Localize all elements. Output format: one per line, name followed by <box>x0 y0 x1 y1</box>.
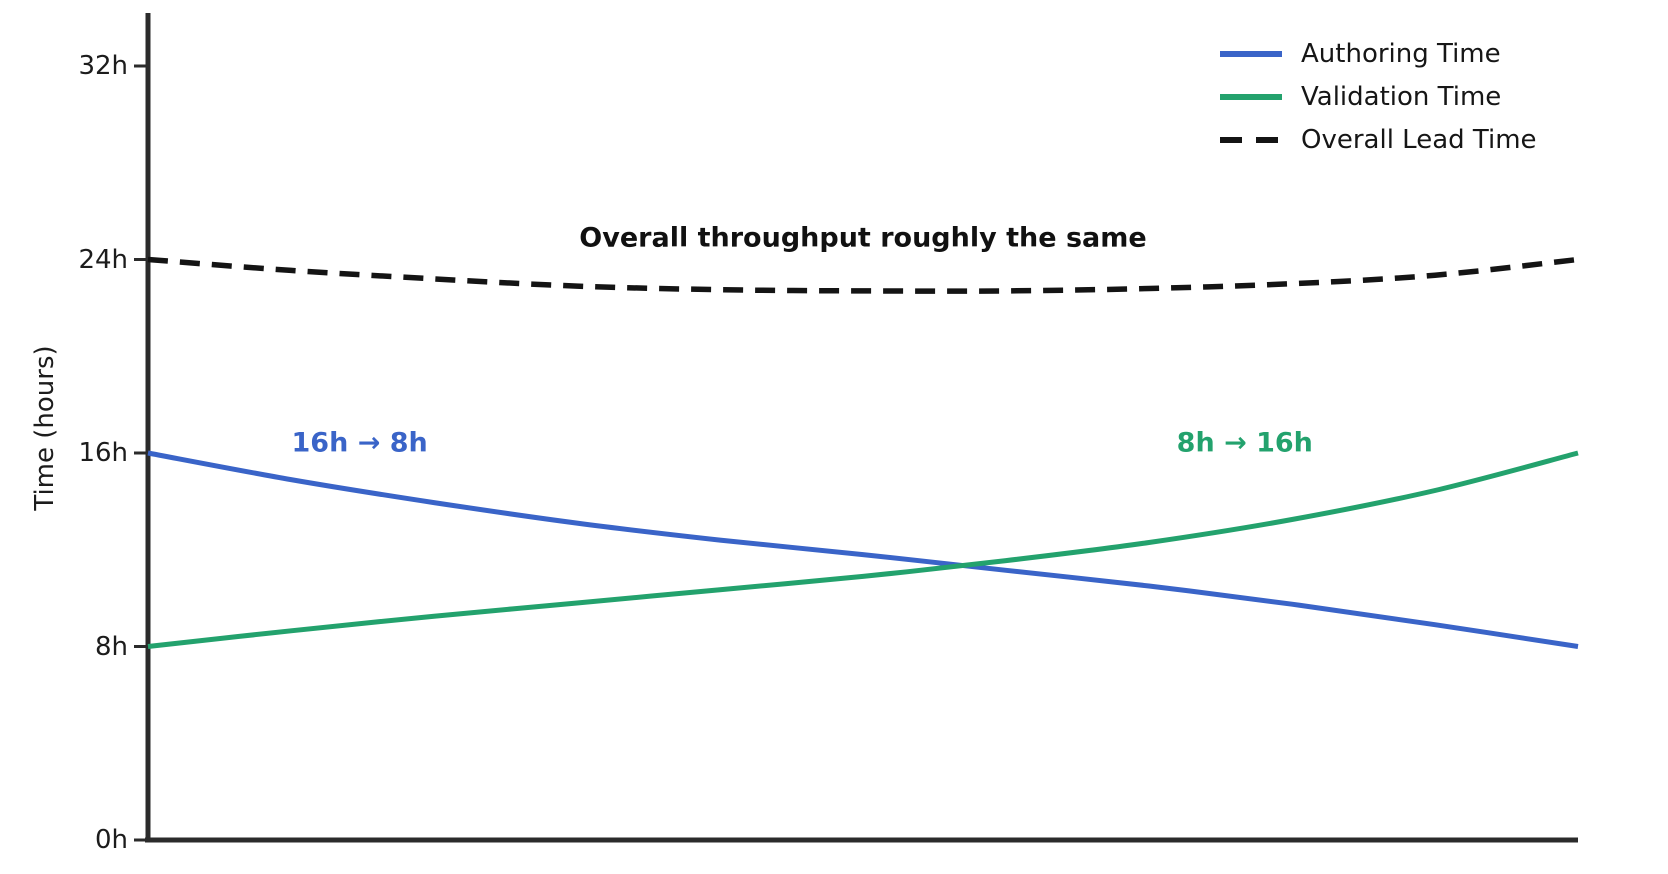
y-axis-title: Time (hours) <box>30 345 60 511</box>
legend-swatch-validation-line-icon <box>1220 93 1282 100</box>
annotation-authoring-change: 16h → 8h <box>291 427 428 459</box>
legend-item-validation-time: Validation Time <box>1220 75 1537 118</box>
y-tick-label-16h: 16h <box>78 438 128 468</box>
series-line-validation <box>147 450 1579 649</box>
legend: Authoring Time Validation Time Overall L… <box>1220 32 1537 161</box>
y-tick-label-32h: 32h <box>78 51 128 81</box>
y-tick-label-24h: 24h <box>78 244 128 275</box>
series-lines <box>147 256 1579 649</box>
legend-swatch-authoring-line-icon <box>1220 50 1282 57</box>
annotation-validation-change: 8h → 16h <box>1176 427 1313 459</box>
legend-swatch-dashed-line-icon <box>1220 136 1282 143</box>
legend-label-overall-lead: Overall Lead Time <box>1301 124 1537 155</box>
y-tick-label-8h: 8h <box>94 631 128 662</box>
legend-label-validation: Validation Time <box>1301 81 1502 112</box>
axes <box>134 13 1578 843</box>
y-tick-label-0h: 0h <box>94 825 128 855</box>
legend-item-overall-lead-time: Overall Lead Time <box>1220 118 1537 161</box>
series-line-overall-lead <box>147 256 1579 294</box>
annotation-throughput-note: Overall throughput roughly the same <box>579 222 1147 254</box>
legend-item-authoring-time: Authoring Time <box>1220 32 1537 75</box>
series-line-authoring <box>147 450 1579 649</box>
legend-label-authoring: Authoring Time <box>1301 38 1501 69</box>
